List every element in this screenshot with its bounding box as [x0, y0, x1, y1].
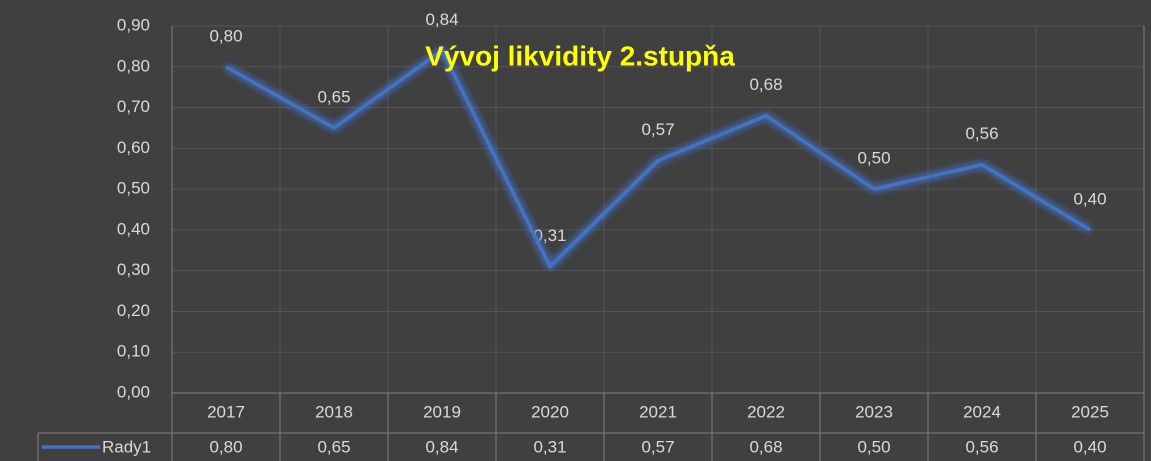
data-label: 0,57 — [641, 120, 674, 139]
chart-title: Vývoj likvidity 2.stupňa — [425, 40, 735, 71]
x-tick-label: 2024 — [963, 402, 1001, 421]
grid-layer — [37, 25, 1145, 461]
data-label: 0,50 — [857, 149, 890, 168]
data-label: 0,40 — [1073, 189, 1106, 208]
data-label: 0,65 — [317, 87, 350, 106]
y-tick-label: 0,50 — [117, 179, 150, 198]
line — [225, 48, 1091, 269]
y-tick-label: 0,00 — [117, 382, 150, 401]
x-tick-label: 2019 — [423, 402, 461, 421]
table-value: 0,84 — [425, 437, 458, 456]
table-value: 0,57 — [641, 437, 674, 456]
y-tick-label: 0,60 — [117, 138, 150, 157]
y-tick-label: 0,70 — [117, 97, 150, 116]
table-value: 0,40 — [1073, 437, 1106, 456]
y-tick-label: 0,80 — [117, 56, 150, 75]
table-value: 0,56 — [965, 437, 998, 456]
legend-label: Rady1 — [102, 437, 151, 456]
table-value: 0,80 — [209, 437, 242, 456]
y-tick-label: 0,10 — [117, 342, 150, 361]
y-tick-label: 0,40 — [117, 219, 150, 238]
x-tick-label: 2023 — [855, 402, 893, 421]
data-label: 0,80 — [209, 26, 242, 45]
data-label: 0,56 — [965, 124, 998, 143]
x-tick-label: 2025 — [1071, 402, 1109, 421]
data-label: 0,84 — [425, 10, 458, 29]
y-tick-label: 0,90 — [117, 15, 150, 34]
x-tick-label: 2018 — [315, 402, 353, 421]
table-value: 0,65 — [317, 437, 350, 456]
x-tick-label: 2017 — [207, 402, 245, 421]
x-tick-label: 2020 — [531, 402, 569, 421]
x-tick-label: 2022 — [747, 402, 785, 421]
x-tick-label: 2021 — [639, 402, 677, 421]
y-tick-label: 0,30 — [117, 260, 150, 279]
table-value: 0,31 — [533, 437, 566, 456]
y-tick-label: 0,20 — [117, 301, 150, 320]
table-value: 0,68 — [749, 437, 782, 456]
data-label: 0,31 — [533, 226, 566, 245]
table-value: 0,50 — [857, 437, 890, 456]
mark-layer: 0,00 0,10 0,20 0,30 0,40 0,50 0,60 0,70 0,80 0,90… — [42, 10, 1109, 456]
data-label: 0,68 — [749, 75, 782, 94]
